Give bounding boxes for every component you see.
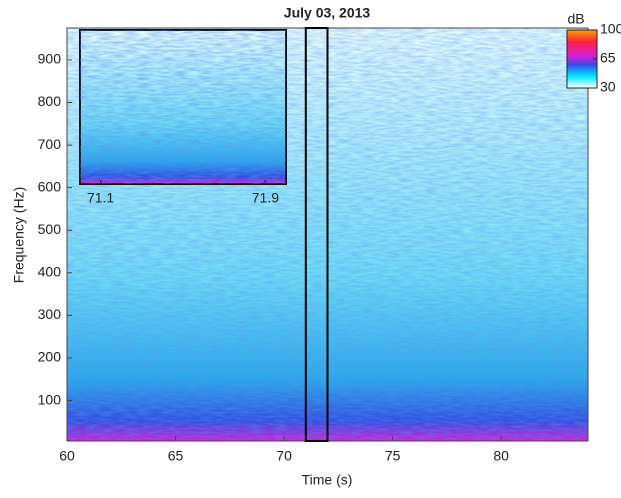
- chart-title: July 03, 2013: [284, 5, 371, 21]
- y-tick-label: 800: [38, 93, 62, 109]
- y-tick-label: 100: [38, 391, 62, 407]
- colorbar-tick-label: 30: [600, 79, 616, 95]
- y-tick-label: 200: [38, 349, 62, 365]
- y-tick-label: 400: [38, 264, 62, 280]
- x-tick-label: 75: [385, 448, 401, 464]
- colorbar-tick-label: 100: [600, 21, 621, 37]
- x-tick-label: 70: [276, 448, 292, 464]
- inset: [79, 29, 287, 185]
- y-tick-label: 900: [38, 51, 62, 67]
- y-tick-label: 500: [38, 221, 62, 237]
- y-tick-label: 700: [38, 136, 62, 152]
- x-tick-label: 65: [168, 448, 184, 464]
- y-tick-label: 300: [38, 306, 62, 322]
- x-axis-label: Time (s): [302, 472, 353, 488]
- y-tick-label: 600: [38, 178, 62, 194]
- colorbar-label: dB: [567, 11, 584, 27]
- inset-tick-label: 71.9: [252, 190, 279, 206]
- x-tick-label: 60: [59, 448, 75, 464]
- y-axis-label: Frequency (Hz): [11, 187, 27, 283]
- colorbar-tick-label: 65: [600, 50, 616, 66]
- highlight-box: [304, 27, 329, 442]
- colorbar: [566, 29, 598, 89]
- inset-tick-label: 71.1: [87, 190, 114, 206]
- x-tick-label: 80: [493, 448, 509, 464]
